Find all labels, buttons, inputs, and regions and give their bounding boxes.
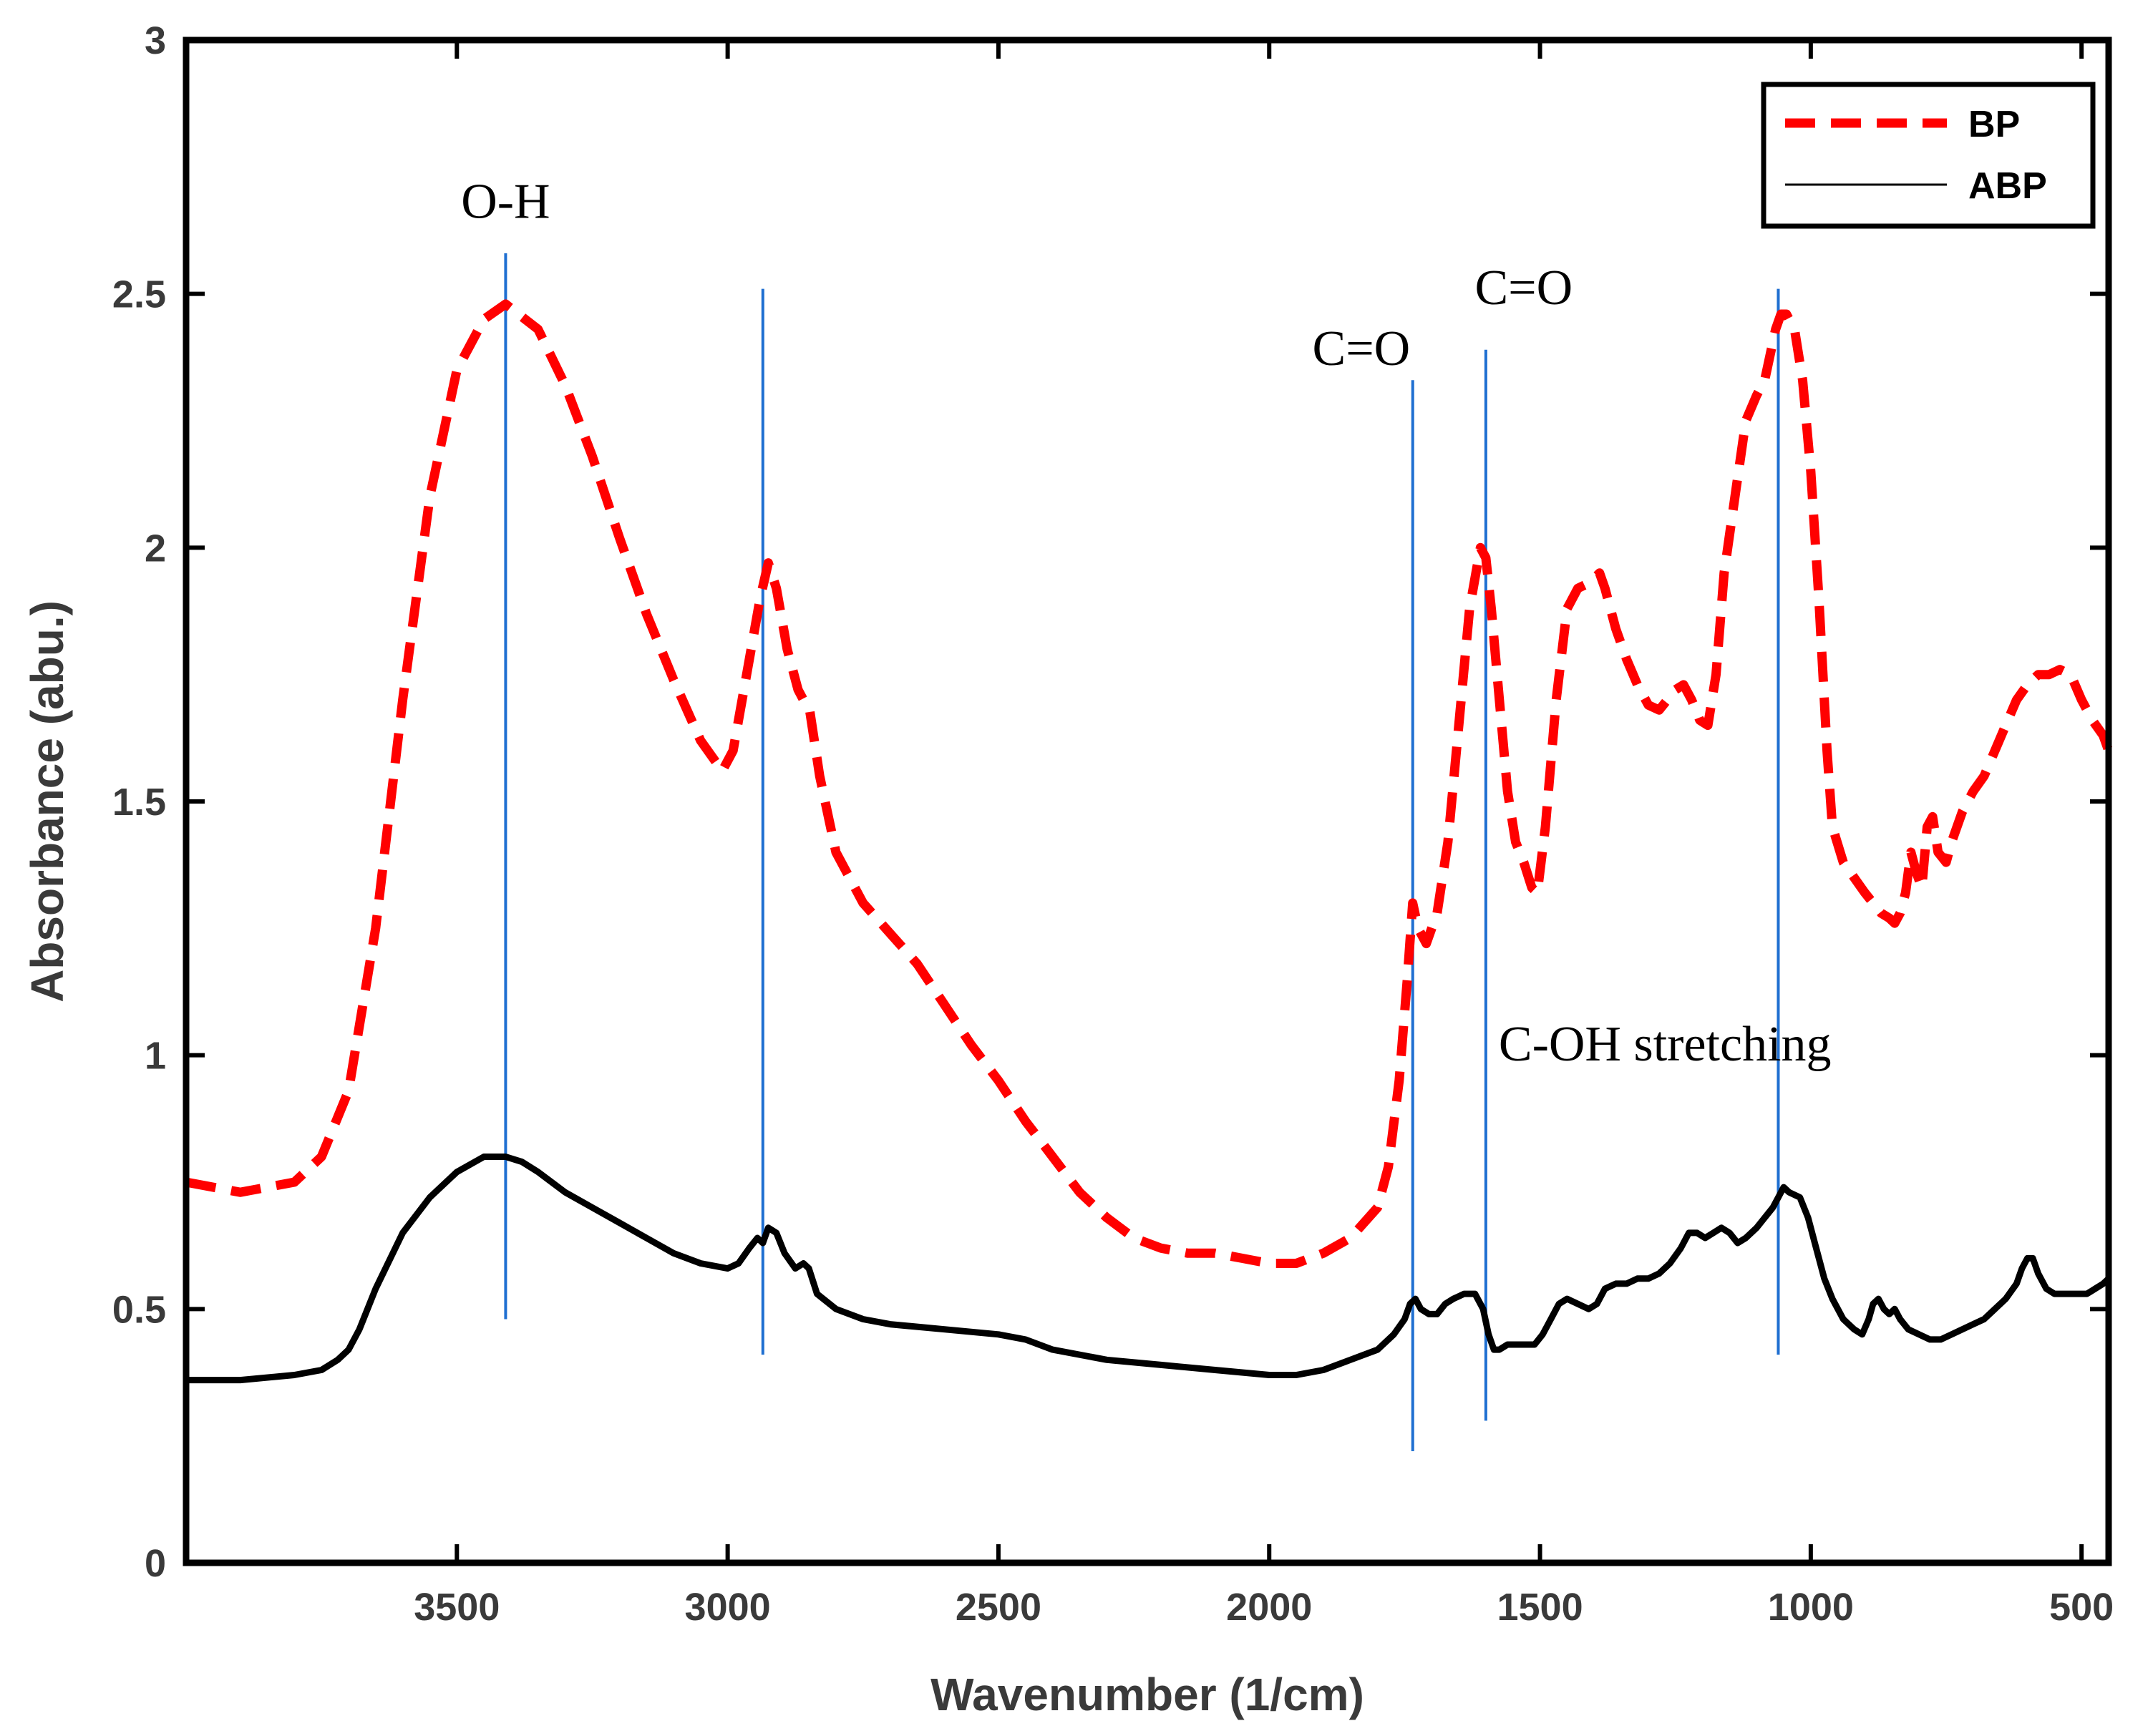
legend: BP ABP [1761,82,2096,229]
legend-label-bp: BP [1968,104,2020,145]
x-axis-title: Wavenumber (1/cm) [930,1669,1364,1720]
annotation-2: C=O [1313,321,1411,376]
y-tick-label-2: 1 [145,1035,166,1078]
annotation-3: C-OH stretching [1499,1017,1832,1072]
annotation-1: C=O [1474,260,1573,316]
series-layer [185,299,2114,1384]
axis-ticks: 3500 3000 2500 2000 1500 1000 500 0 0.5 1 1.5 2 2.5 3 [112,19,2114,1629]
y-tick-label-3: 1.5 [112,781,166,824]
y-tick-label-0: 0 [145,1542,166,1585]
x-tick-label-1500: 1500 [1497,1586,1583,1629]
x-tick-label-2500: 2500 [956,1586,1041,1629]
y-tick-label-6: 3 [145,19,166,62]
legend-label-abp: ABP [1968,165,2047,207]
x-tick-label-3500: 3500 [414,1586,500,1629]
y-tick-label-4: 2 [145,527,166,570]
y-tick-label-5: 2.5 [112,273,166,316]
y-tick-label-1: 0.5 [112,1288,166,1331]
series-line-abp [186,1154,2111,1384]
y-axis-title: Absorbance (abu.) [21,600,73,1003]
x-tick-label-1000: 1000 [1768,1586,1854,1629]
annotations: O-H C=O C=O C-OH stretching [461,174,1831,1071]
x-tick-label-3000: 3000 [685,1586,771,1629]
x-tick-label-2000: 2000 [1226,1586,1312,1629]
legend-box [1761,82,2096,229]
annotation-0: O-H [461,174,550,229]
series-line-bp [185,299,2114,1268]
x-tick-label-500: 500 [2049,1586,2114,1629]
